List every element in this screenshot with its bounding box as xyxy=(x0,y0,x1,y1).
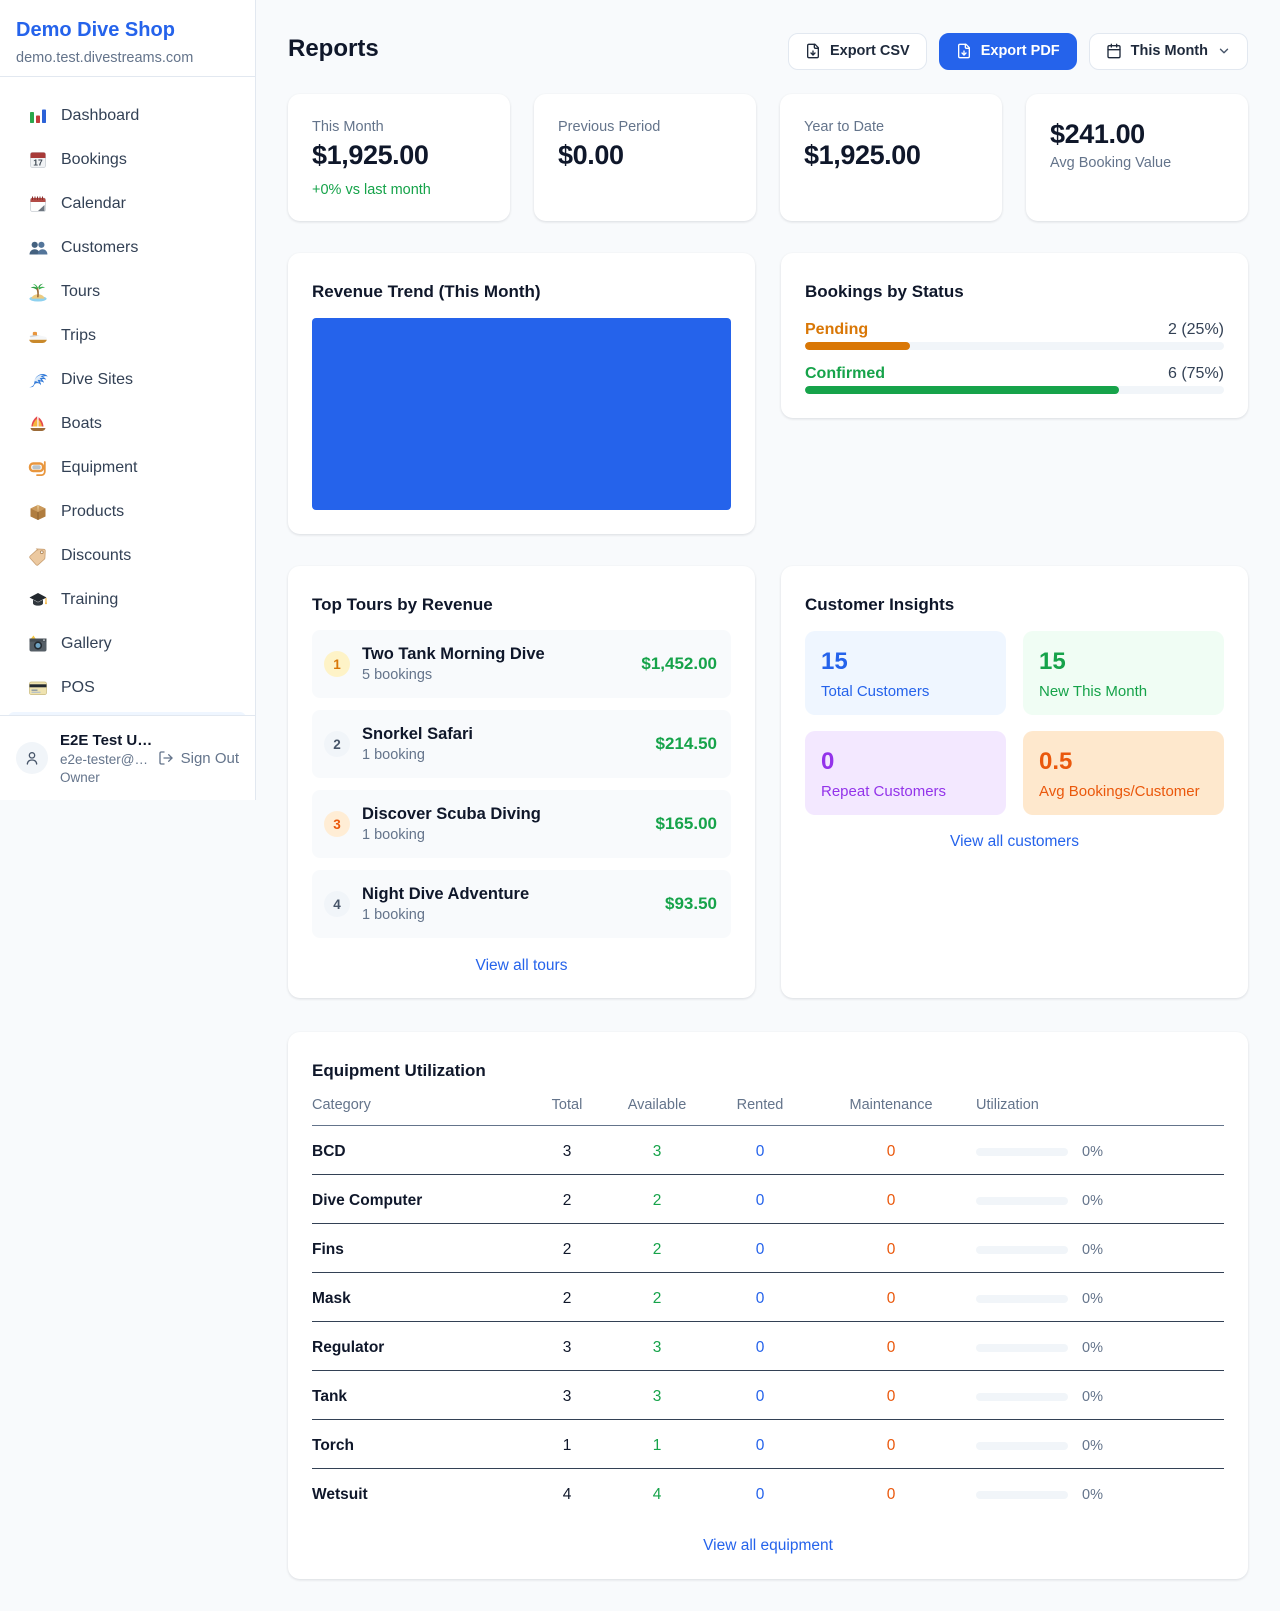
svg-text:17: 17 xyxy=(33,158,43,168)
